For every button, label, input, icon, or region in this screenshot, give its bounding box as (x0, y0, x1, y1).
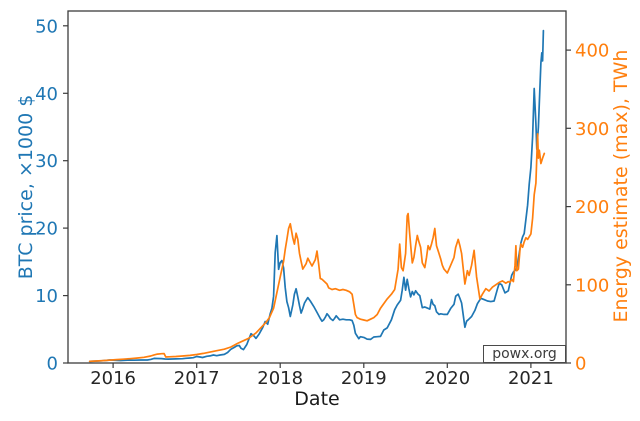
left-axis-title: BTC price, ×1000 $ (15, 94, 37, 280)
right-tick-label: 0 (575, 354, 586, 375)
left-tick-label: 10 (35, 286, 58, 307)
right-tick-label: 300 (575, 119, 609, 140)
x-tick-label: 2021 (508, 368, 554, 389)
right-tick-label: 100 (575, 275, 609, 296)
energy-line (88, 132, 546, 363)
btc-price-line (88, 29, 545, 363)
x-tick-label: 2017 (174, 368, 220, 389)
left-tick-label: 50 (35, 16, 58, 37)
plot-frame (67, 10, 567, 364)
x-tick-label: 2018 (257, 368, 303, 389)
x-axis-title: Date (294, 388, 340, 410)
x-tick-label: 2016 (90, 368, 136, 389)
x-tick-label: 2019 (341, 368, 387, 389)
left-tick-label: 30 (35, 151, 58, 172)
watermark-text: powx.org (492, 346, 557, 362)
left-tick-label: 0 (47, 354, 58, 375)
right-tick-label: 200 (575, 197, 609, 218)
right-tick-label: 400 (575, 41, 609, 62)
left-tick-label: 20 (35, 219, 58, 240)
watermark-box: powx.org (483, 345, 566, 363)
x-tick-label: 2020 (424, 368, 470, 389)
right-axis-title: Energy estimate (max), TWh (610, 49, 632, 323)
left-tick-label: 40 (35, 84, 58, 105)
